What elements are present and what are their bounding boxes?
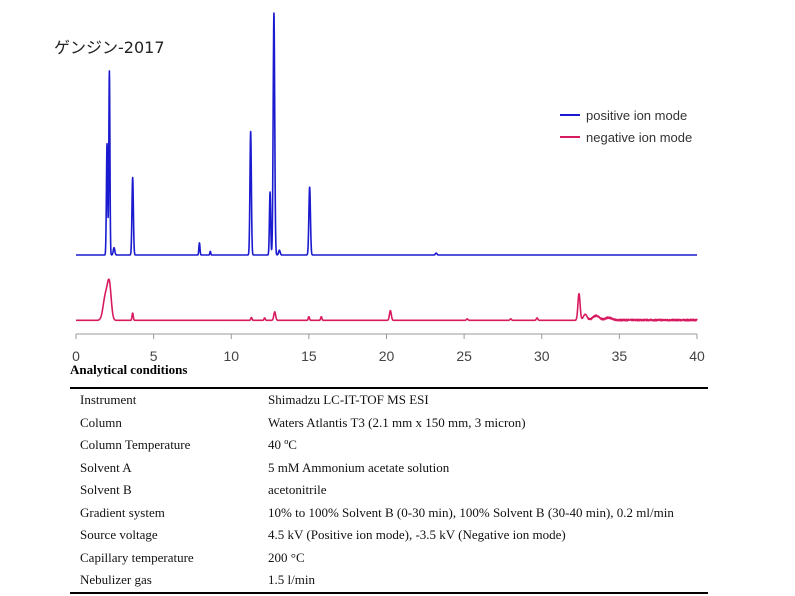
condition-value: 5 mM Ammonium acetate solution [268,459,450,475]
x-tick-label: 40 [689,348,705,364]
condition-value: 4.5 kV (Positive ion mode), -3.5 kV (Neg… [268,527,566,543]
legend-label-negative: negative ion mode [586,129,693,145]
chromatogram-chart: 0 5 10 15 20 25 30 35 40 [72,12,705,364]
x-tick-label: 30 [534,348,550,364]
x-tick-label: 15 [301,348,317,364]
legend-swatch-negative [560,136,580,138]
sample-title: ゲンジン-2017 [54,38,165,57]
series-line-negative [75,278,698,322]
condition-param: Instrument [80,392,137,408]
table-row: Column Waters Atlantis T3 (2.1 mm x 150 m… [70,412,708,435]
condition-param: Source voltage [80,527,158,543]
table-row: Capillary temperature 200 °C [70,547,708,570]
x-tick-label: 0 [72,348,80,364]
condition-value: 10% to 100% Solvent B (0-30 min), 100% S… [268,504,674,520]
table-row: Instrument Shimadzu LC-IT-TOF MS ESI [70,388,708,412]
table-row: Solvent B acetonitrile [70,479,708,502]
x-tick-label: 35 [612,348,628,364]
condition-param: Solvent A [80,459,132,475]
condition-param: Gradient system [80,504,165,520]
chart-legend: positive ion mode negative ion mode [560,104,692,148]
condition-param: Column [80,414,122,430]
legend-label-positive: positive ion mode [586,107,688,123]
condition-value: Waters Atlantis T3 (2.1 mm x 150 mm, 3 m… [268,414,526,430]
table-row: Solvent A 5 mM Ammonium acetate solution [70,457,708,480]
condition-param: Solvent B [80,482,132,498]
table-row: Source voltage 4.5 kV (Positive ion mode)… [70,524,708,547]
series-line-positive [75,12,698,256]
table-row: Nebulizer gas 1.5 l/min [70,569,708,593]
condition-value: 1.5 l/min [268,572,315,588]
condition-param: Nebulizer gas [80,572,152,588]
x-tick-label: 20 [379,348,395,364]
condition-value: Shimadzu LC-IT-TOF MS ESI [268,392,429,408]
legend-item-positive: positive ion mode [560,104,692,126]
x-tick-label: 10 [223,348,239,364]
legend-swatch-positive [560,114,580,116]
x-tick-label: 5 [150,348,158,364]
legend-item-negative: negative ion mode [560,126,692,148]
condition-value: 200 °C [268,549,305,565]
condition-param: Capillary temperature [80,549,194,565]
condition-value: 40 ºC [268,437,297,453]
conditions-table: Instrument Shimadzu LC-IT-TOF MS ESI Colum… [70,387,708,594]
conditions-heading: Analytical conditions [70,362,188,377]
condition-param: Column Temperature [80,437,191,453]
table-row: Column Temperature 40 ºC [70,434,708,457]
condition-value: acetonitrile [268,482,327,498]
table-row: Gradient system 10% to 100% Solvent B (0-… [70,502,708,525]
x-tick-label: 25 [456,348,472,364]
